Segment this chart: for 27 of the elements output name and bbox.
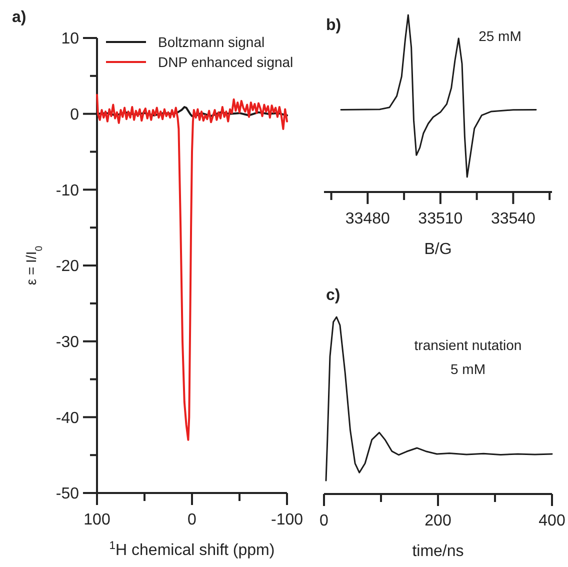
x-tick-label: 0 xyxy=(320,512,329,530)
x-tick-label: 200 xyxy=(424,512,452,530)
legend-label: Boltzmann signal xyxy=(158,34,265,50)
x-tick-label: 33510 xyxy=(418,210,463,228)
y-tick-label: -40 xyxy=(56,410,80,427)
chart-title: b) xyxy=(326,17,342,34)
x-tick-label: 400 xyxy=(538,512,566,530)
chart-title: a) xyxy=(12,9,26,26)
legend-label: DNP enhanced signal xyxy=(158,54,294,70)
x-axis-title: B/G xyxy=(424,241,452,258)
x-axis-title: time/ns xyxy=(412,543,464,560)
y-tick-label: -30 xyxy=(56,334,80,351)
y-tick-label: -20 xyxy=(56,258,80,276)
chart-title: c) xyxy=(326,287,340,304)
annotation: 25 mM xyxy=(478,28,522,44)
x-tick-label: 100 xyxy=(84,511,110,528)
annotation: transient nutation xyxy=(414,337,522,353)
x-tick-label: 33540 xyxy=(490,210,536,228)
y-tick-label: -50 xyxy=(56,486,80,503)
x-tick-label: -100 xyxy=(270,511,304,528)
y-tick-label: -10 xyxy=(56,182,80,200)
x-tick-label: 33480 xyxy=(345,210,390,228)
y-tick-label: 10 xyxy=(61,30,80,48)
y-tick-label: 0 xyxy=(70,106,80,124)
x-tick-label: 0 xyxy=(188,511,197,528)
x-axis-title: $^{1}$H chemical shift (ppm) xyxy=(109,540,275,559)
annotation: 5 mM xyxy=(450,361,486,377)
